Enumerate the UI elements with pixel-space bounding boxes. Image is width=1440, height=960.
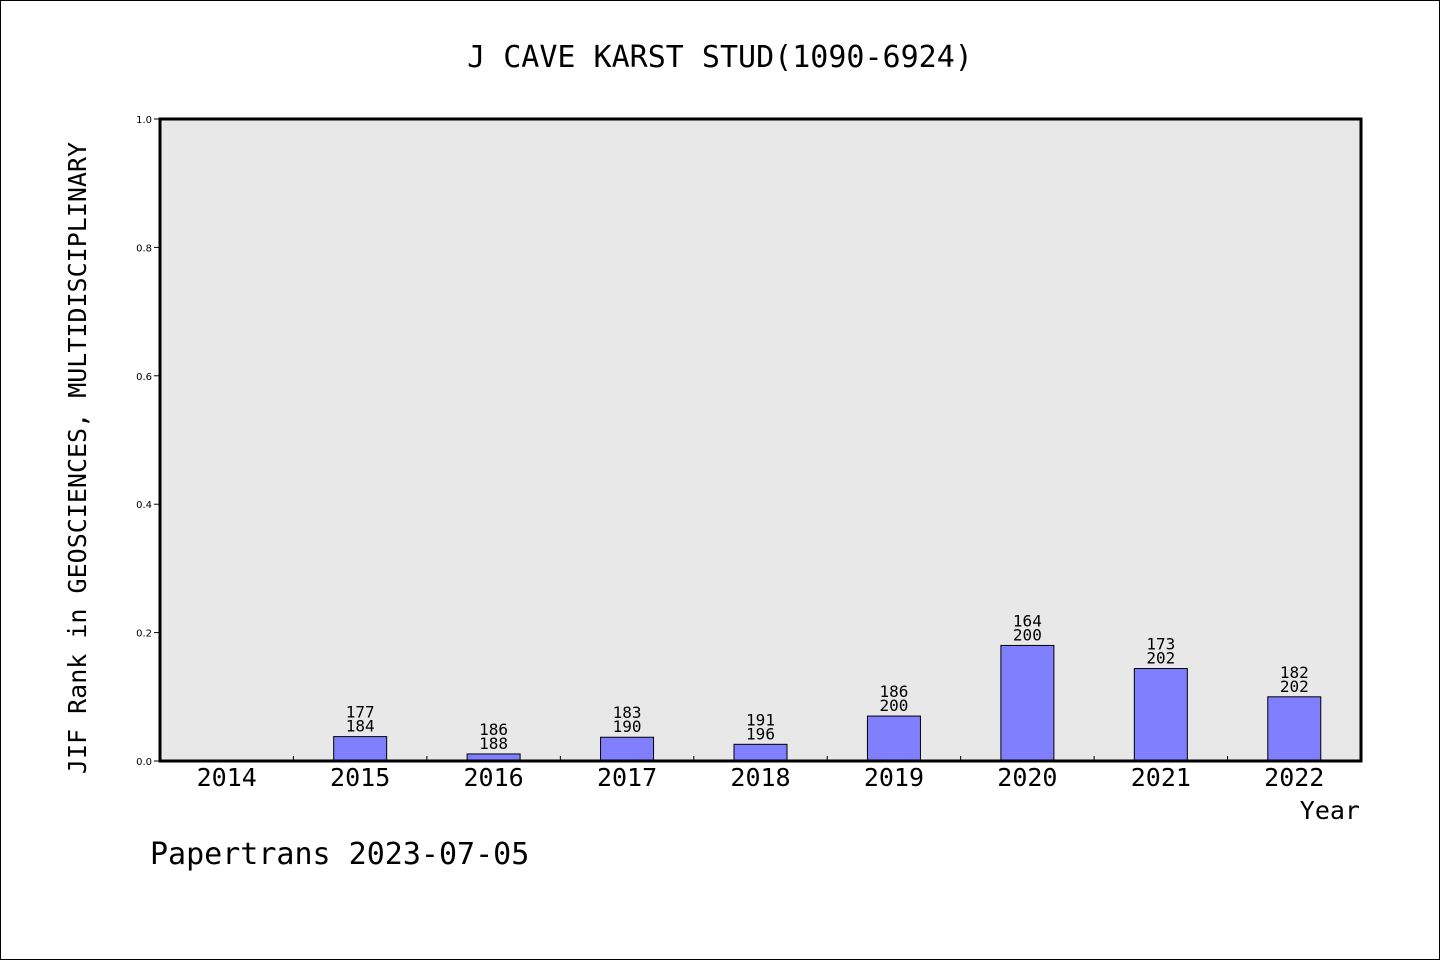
- y-tick-label: 0.4: [136, 500, 152, 511]
- y-axis-label: JIF Rank in GEOSCIENCES, MULTIDISCIPLINA…: [63, 142, 92, 774]
- bar-label-total: 202: [1280, 677, 1309, 696]
- bar-label-total: 184: [346, 717, 375, 736]
- y-tick-label: 0.8: [136, 243, 152, 254]
- y-tick-label: 0.0: [136, 757, 152, 768]
- y-tick-label: 1.0: [136, 115, 152, 126]
- bar-label-total: 202: [1146, 649, 1175, 668]
- bar-2015: [333, 736, 388, 762]
- x-tick-label: 2021: [1131, 763, 1191, 792]
- y-tick-label: 0.2: [136, 629, 152, 640]
- bar-label-rank: 186: [479, 720, 508, 739]
- x-tick-label: 2016: [464, 763, 524, 792]
- bar-label-total: 200: [1013, 625, 1042, 644]
- x-tick-label: 2022: [1264, 763, 1324, 792]
- x-tick-label: 2015: [330, 763, 390, 792]
- x-tick-label: 2020: [997, 763, 1057, 792]
- bar-2022: [1267, 696, 1322, 762]
- bar-label-rank: 164: [1013, 611, 1042, 630]
- bar-label-total: 196: [746, 724, 775, 743]
- bar-label-rank: 173: [1146, 635, 1175, 654]
- bar-label-total: 200: [879, 696, 908, 715]
- y-tick-label: 0.6: [136, 372, 152, 383]
- chart-title: J CAVE KARST STUD(1090-6924): [467, 40, 973, 75]
- bar-2018: [733, 743, 788, 762]
- x-tick-label: 2017: [597, 763, 657, 792]
- bar-label-total: 188: [479, 734, 508, 753]
- bar-2021: [1133, 668, 1188, 762]
- plot-area: [158, 117, 1363, 763]
- bar-label-rank: 182: [1280, 663, 1309, 682]
- x-axis-label: Year: [1300, 796, 1360, 825]
- x-tick-label: 2014: [197, 763, 257, 792]
- bar-2017: [600, 736, 655, 762]
- bar-2020: [1000, 644, 1055, 762]
- footer-credit: Papertrans 2023-07-05: [150, 837, 529, 872]
- plot-border: [158, 117, 1363, 763]
- x-tick-label: 2018: [730, 763, 790, 792]
- bar-label-rank: 191: [746, 710, 775, 729]
- y-axis: 0.0 0.2 0.4 0.6 0.8 1.0: [136, 115, 160, 768]
- bar-label-rank: 177: [346, 703, 375, 722]
- bar-label-rank: 186: [879, 682, 908, 701]
- x-tick-label: 2019: [864, 763, 924, 792]
- bar-label-rank: 183: [613, 703, 642, 722]
- bar-2019: [866, 715, 921, 762]
- bar-label-total: 190: [613, 717, 642, 736]
- x-axis: 2014 2015 2016 2017 2018 2019 2020 2021 2022: [197, 756, 1324, 792]
